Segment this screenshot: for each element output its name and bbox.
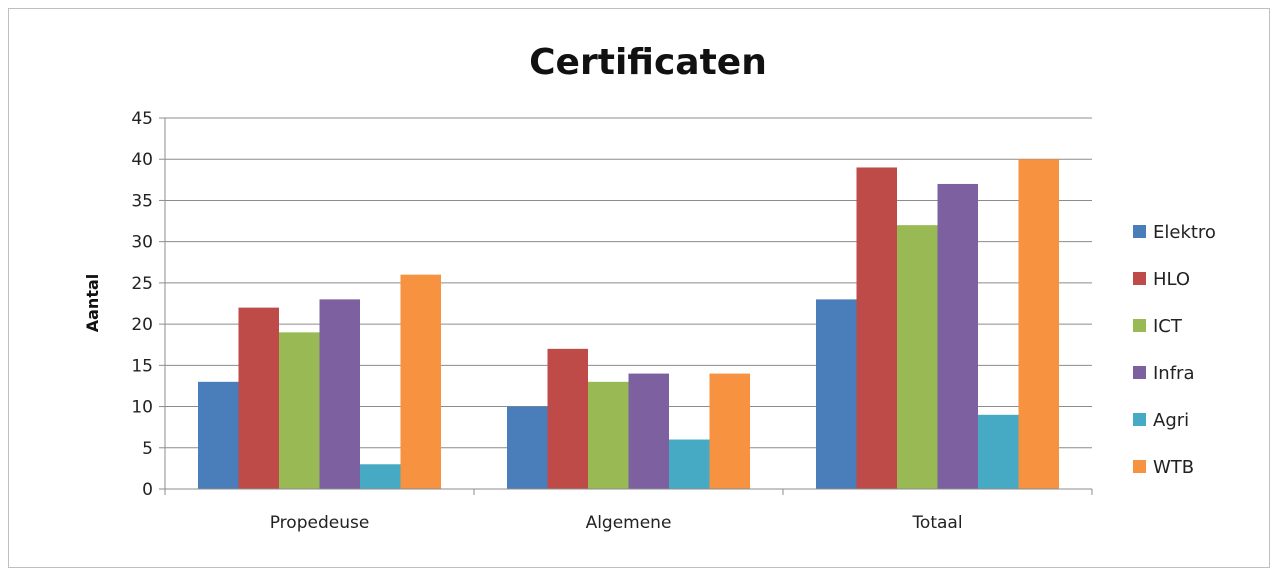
y-tick-label: 45 [131,109,153,129]
legend: Elektro HLO ICT Infra Agri WTB [1133,222,1216,478]
bar-agri-algemene [669,439,710,489]
legend-swatch-wtb [1133,460,1146,473]
x-category-label: Totaal [911,513,962,533]
y-tick-label: 10 [131,398,153,418]
legend-label-ict: ICT [1153,316,1183,337]
bar-elektro-totaal [816,299,857,489]
y-tick-label: 40 [131,150,153,170]
legend-swatch-infra [1133,366,1146,379]
legend-swatch-hlo [1133,272,1146,285]
bar-hlo-totaal [856,167,897,489]
bar-chart: Certificaten Aantal 0 5 10 15 20 25 30 35 40 45 P… [83,42,1216,533]
bar-infra-algemene [628,373,669,489]
y-tick-label: 20 [131,315,153,335]
y-tick-label: 30 [131,233,153,253]
bar-wtb-totaal [1018,159,1059,489]
bar-ict-totaal [897,225,938,489]
bar-elektro-propedeuse [198,381,239,489]
legend-label-agri: Agri [1153,410,1189,431]
legend-label-hlo: HLO [1153,269,1190,290]
y-tick-label: 5 [142,439,153,459]
x-category-label: Propedeuse [270,513,370,533]
bar-hlo-propedeuse [238,307,279,489]
y-axis-ticks: 0 5 10 15 20 25 30 35 40 45 [131,109,165,500]
x-axis-categories: Propedeuse Algemene Totaal [270,513,963,533]
x-category-label: Algemene [586,513,672,533]
legend-label-infra: Infra [1153,363,1194,384]
chart-title: Certificaten [529,42,767,83]
bar-wtb-algemene [709,373,750,489]
y-tick-label: 15 [131,356,153,376]
legend-swatch-agri [1133,413,1146,426]
legend-label-elektro: Elektro [1153,222,1216,243]
y-tick-label: 25 [131,274,153,294]
bar-hlo-algemene [547,348,588,489]
bar-agri-totaal [978,414,1019,489]
axes [164,118,1093,495]
bar-ict-algemene [588,381,629,489]
legend-label-wtb: WTB [1153,457,1194,478]
bar-wtb-propedeuse [400,274,441,489]
y-axis-label: Aantal [83,274,102,333]
y-tick-label: 35 [131,191,153,211]
bar-infra-propedeuse [319,299,360,489]
legend-swatch-ict [1133,319,1146,332]
bar-agri-propedeuse [360,464,401,489]
bar-infra-totaal [937,183,978,489]
bar-elektro-algemene [507,406,548,489]
legend-swatch-elektro [1133,225,1146,238]
y-tick-label: 0 [142,480,153,500]
bars [198,159,1059,489]
bar-ict-propedeuse [279,332,320,489]
